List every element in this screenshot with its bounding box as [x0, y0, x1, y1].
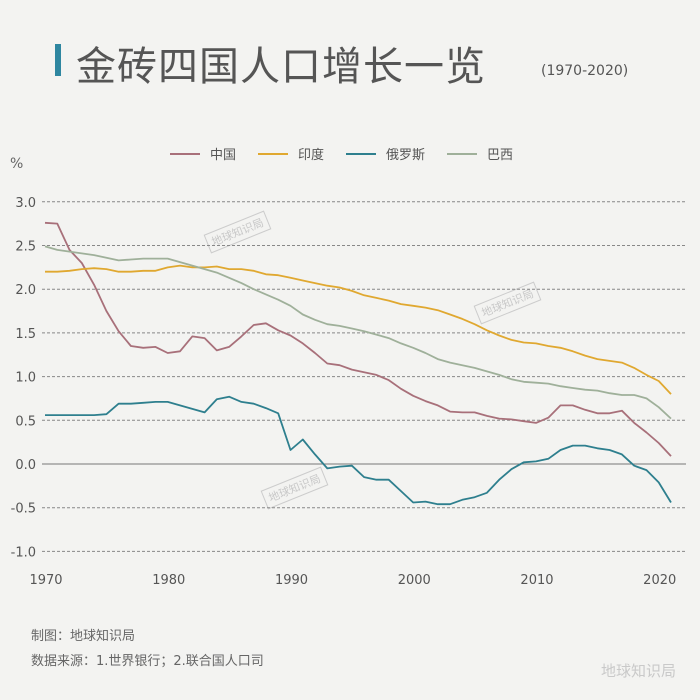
y-tick-label: 1.0 — [15, 371, 36, 386]
y-tick-label: 2.5 — [15, 240, 36, 255]
legend-swatch — [346, 152, 377, 155]
legend-swatch — [447, 152, 478, 155]
legend-label: 巴西 — [487, 148, 514, 163]
chart-subtitle: (1970-2020) — [541, 63, 629, 79]
legend-item-brazil: 巴西 — [447, 144, 513, 163]
x-tick-label: 1970 — [29, 573, 62, 588]
x-tick-label: 1990 — [275, 573, 308, 588]
legend-label: 俄罗斯 — [386, 148, 426, 163]
y-axis-unit: % — [10, 156, 24, 172]
y-tick-label: 1.5 — [15, 327, 36, 342]
legend-item-china: 中国 — [170, 144, 236, 163]
series-line-中国 — [44, 221, 672, 457]
x-tick-label: 2020 — [643, 573, 676, 588]
source-text: 数据来源：1.世界银行；2.联合国人口司 — [31, 654, 264, 669]
legend-label: 中国 — [210, 148, 237, 163]
series-line-巴西 — [44, 245, 672, 420]
x-tick-label: 2000 — [398, 573, 431, 588]
series-line-印度 — [45, 264, 672, 395]
legend-label: 印度 — [298, 148, 325, 163]
y-tick-label: -1.0 — [11, 545, 36, 560]
legend-swatch — [170, 152, 200, 155]
series-line-俄罗斯 — [45, 395, 672, 506]
brand-watermark: 地球知识局 — [600, 662, 676, 680]
legend-item-russia: 俄罗斯 — [346, 144, 425, 163]
y-tick-label: 2.0 — [15, 283, 36, 298]
x-tick-label: 1980 — [152, 573, 185, 588]
y-tick-label: 0.5 — [15, 414, 36, 429]
y-tick-label: 3.0 — [15, 196, 36, 211]
chart-title: 金砖四国人口增长一览 — [76, 44, 486, 90]
x-tick-label: 2010 — [520, 573, 553, 588]
y-tick-label: 0.0 — [15, 458, 36, 473]
credit-text: 制图：地球知识局 — [31, 629, 136, 644]
legend: 中国 印度 俄罗斯 巴西 — [170, 144, 513, 163]
title-accent-bar — [55, 44, 61, 76]
legend-swatch — [258, 152, 289, 155]
legend-item-india: 印度 — [258, 144, 324, 163]
y-tick-label: -0.5 — [11, 502, 36, 517]
